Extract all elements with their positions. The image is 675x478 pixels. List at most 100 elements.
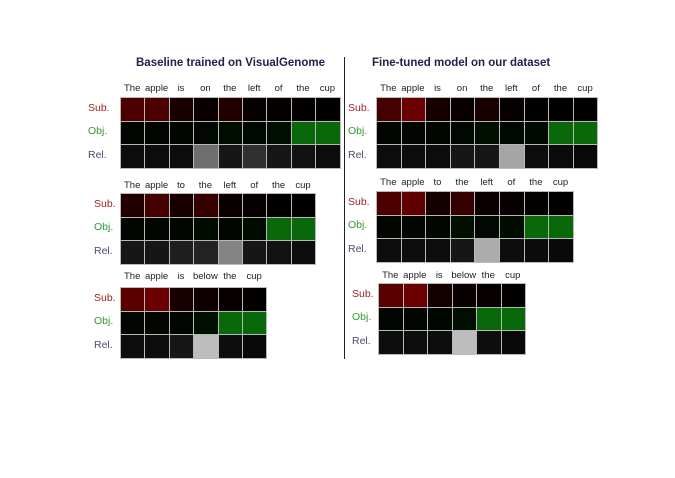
- attention-cell-rel: [452, 331, 476, 354]
- right-column-title: Fine-tuned model on our dataset: [372, 57, 551, 69]
- token-label: the: [455, 177, 469, 188]
- attention-cell-rel: [401, 239, 426, 262]
- attention-grid: [120, 287, 268, 359]
- token-label: apple: [144, 83, 169, 94]
- attention-cell-rel: [242, 145, 267, 168]
- column-divider: [344, 57, 345, 359]
- token-label: cup: [577, 83, 593, 94]
- token-label: left: [480, 177, 494, 188]
- attention-cell-sub: [475, 192, 499, 215]
- attention-cell-rel: [450, 145, 475, 168]
- token-label: of: [507, 177, 516, 188]
- token-label: of: [531, 83, 540, 94]
- row-label-obj: Obj.: [348, 219, 368, 232]
- attention-cell-obj: [242, 121, 267, 145]
- attention-cell-rel: [121, 335, 145, 358]
- attention-cell-obj: [377, 121, 401, 145]
- attention-cell-obj: [121, 311, 145, 335]
- row-label-sub: Sub.: [348, 101, 370, 114]
- attention-cell-sub: [450, 192, 475, 215]
- attention-cell-obj: [524, 215, 549, 239]
- token-label: The: [382, 270, 399, 281]
- attention-cell-rel: [218, 335, 242, 358]
- attention-cell-obj: [426, 215, 450, 239]
- token-label: cup: [552, 177, 569, 188]
- attention-cell-rel: [121, 145, 145, 168]
- attention-cell-sub: [475, 98, 499, 121]
- token-label: on: [200, 83, 211, 94]
- token-label: below: [451, 270, 477, 281]
- token-label: on: [456, 83, 468, 94]
- attention-cell-obj: [401, 215, 426, 239]
- token-label: to: [177, 180, 185, 191]
- attention-cell-sub: [121, 288, 145, 311]
- token-label: left: [223, 180, 237, 191]
- attention-cell-obj: [428, 307, 452, 331]
- attention-cell-rel: [524, 145, 549, 168]
- token-label: cup: [295, 180, 311, 191]
- attention-cell-obj: [452, 307, 476, 331]
- attention-cell-sub: [121, 98, 145, 121]
- attention-cell-sub: [267, 194, 291, 217]
- attention-cell-obj: [121, 121, 145, 145]
- attention-cell-obj: [242, 311, 267, 335]
- attention-cell-rel: [145, 241, 169, 264]
- attention-cell-rel: [121, 241, 145, 264]
- token-label: the: [296, 83, 310, 94]
- attention-cell-rel: [291, 241, 316, 264]
- attention-cell-obj: [403, 307, 427, 331]
- attention-cell-sub: [379, 284, 403, 307]
- row-label-rel: Rel.: [94, 245, 113, 257]
- token-label: cup: [319, 83, 336, 94]
- token-label: cup: [505, 270, 521, 281]
- attention-cell-obj: [499, 121, 524, 145]
- attention-cell-sub: [169, 98, 194, 121]
- attention-cell-rel: [194, 145, 218, 168]
- attention-cell-sub: [194, 98, 218, 121]
- attention-cell-sub: [524, 192, 549, 215]
- attention-grid: [376, 191, 574, 263]
- attention-cell-obj: [169, 121, 194, 145]
- attention-cell-obj: [267, 217, 291, 241]
- attention-cell-rel: [549, 145, 573, 168]
- attention-cell-rel: [194, 241, 218, 264]
- token-label: the: [553, 83, 568, 94]
- attention-cell-rel: [242, 335, 267, 358]
- token-label: the: [481, 270, 495, 281]
- attention-cell-obj: [549, 215, 573, 239]
- row-label-sub: Sub.: [348, 195, 370, 208]
- token-label: apple: [403, 270, 427, 281]
- row-label-obj: Obj.: [94, 221, 114, 234]
- attention-cell-rel: [475, 239, 499, 262]
- row-label-obj: Obj.: [94, 315, 114, 328]
- token-label: the: [198, 180, 212, 191]
- attention-cell-sub: [426, 192, 450, 215]
- token-label: apple: [401, 177, 425, 188]
- token-label: of: [250, 180, 259, 191]
- attention-cell-sub: [291, 194, 316, 217]
- token-label: the: [271, 180, 286, 191]
- token-label: is: [177, 271, 185, 282]
- attention-cell-sub: [401, 192, 426, 215]
- token-label: apple: [144, 271, 169, 282]
- token-label: the: [480, 83, 494, 94]
- row-label-rel: Rel.: [348, 243, 367, 255]
- attention-grid: [376, 97, 599, 169]
- attention-cell-rel: [218, 241, 242, 264]
- attention-cell-obj: [475, 215, 499, 239]
- attention-cell-sub: [573, 98, 598, 121]
- attention-cell-rel: [549, 239, 573, 262]
- attention-cell-sub: [242, 288, 267, 311]
- attention-cell-sub: [291, 98, 316, 121]
- attention-cell-rel: [291, 145, 316, 168]
- token-label: the: [223, 83, 237, 94]
- attention-cell-sub: [428, 284, 452, 307]
- attention-cell-obj: [242, 217, 267, 241]
- attention-cell-rel: [145, 145, 169, 168]
- attention-cell-obj: [194, 121, 218, 145]
- attention-cell-obj: [316, 121, 340, 145]
- attention-cell-obj: [549, 121, 573, 145]
- attention-cell-obj: [194, 217, 218, 241]
- attention-cell-rel: [499, 239, 524, 262]
- attention-cell-sub: [218, 98, 242, 121]
